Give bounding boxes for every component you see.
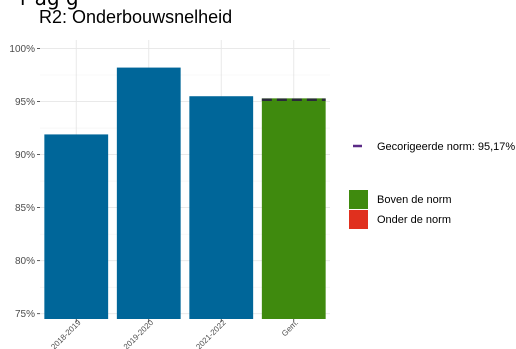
bars: [44, 67, 326, 319]
y-tick-label: 85%: [15, 203, 35, 214]
y-tick-label: 75%: [15, 309, 35, 320]
legend-key: [349, 210, 368, 229]
bar: [44, 134, 109, 319]
norm-legend-label: Gecorigeerde norm: 95,17%: [377, 141, 515, 153]
x-axis: 2018-2019 2019-2020 2021-2022 Gem.: [49, 318, 300, 349]
legend-label: Boven de norm: [377, 194, 452, 206]
bar: [261, 98, 326, 319]
y-tick-label: 90%: [15, 150, 35, 161]
x-tick-label: 2021-2022: [194, 318, 228, 349]
x-tick-label: 2019-2020: [122, 318, 156, 349]
legend: Gecorigeerde norm: 95,17% Boven de norm On…: [349, 141, 515, 229]
chart-title: R2: Onderbouwsnelheid: [39, 7, 233, 27]
y-tick-label: 100%: [9, 44, 35, 55]
x-tick-label: 2018-2019: [49, 318, 83, 349]
x-tick-label: Gem.: [280, 318, 300, 338]
bar: [116, 67, 181, 319]
bar: [189, 96, 254, 319]
legend-label: Onder de norm: [377, 214, 451, 226]
legend-key: [349, 190, 368, 209]
y-axis: 75% 80% 85% 90% 95% 100%: [9, 44, 40, 320]
title-fragment: r ag g: [20, 0, 79, 10]
y-tick-label: 95%: [15, 97, 35, 108]
y-tick-label: 80%: [15, 256, 35, 267]
